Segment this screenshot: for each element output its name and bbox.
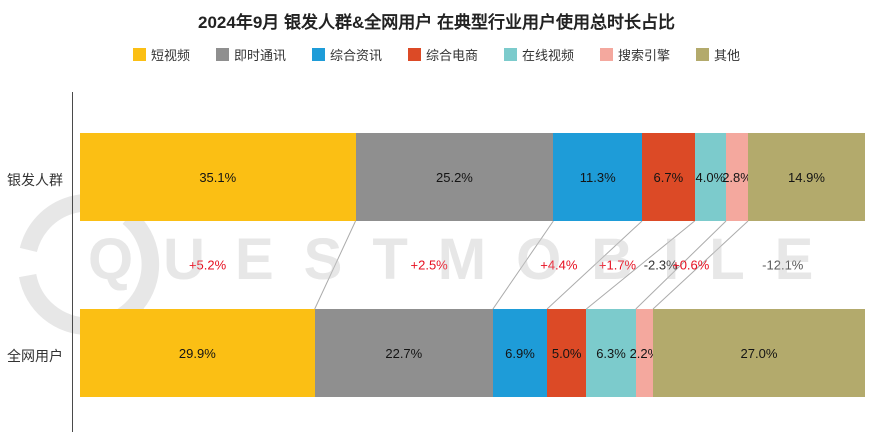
legend-swatch <box>600 48 614 61</box>
connector-line <box>636 221 726 309</box>
legend-swatch <box>504 48 517 61</box>
legend-swatch <box>696 48 710 61</box>
segment-搜索引擎: 2.8% <box>722 133 752 221</box>
segment-value: 2.2% <box>629 345 660 361</box>
legend-swatch <box>311 48 325 61</box>
legend-item-6: 其他 <box>696 45 740 64</box>
diff-label-2: +4.4% <box>540 257 578 273</box>
legend: 短视频 即时通讯 综合资讯 综合电商 在线视频 搜索引擎 其他 <box>0 45 873 64</box>
legend-item-2: 综合资讯 <box>311 45 382 64</box>
diff-label-0: +5.2% <box>188 257 227 273</box>
segment-value: 6.9% <box>505 345 535 361</box>
legend-swatch <box>215 48 229 61</box>
legend-item-5: 搜索引擎 <box>600 45 670 64</box>
diff-label-3: +1.7% <box>598 257 637 273</box>
segment-在线视频: 6.3% <box>586 309 636 397</box>
watermark-text: QUESTMOBILE <box>88 227 844 292</box>
legend-item-1: 即时通讯 <box>215 45 286 64</box>
diff-label-5: +0.6% <box>672 257 710 273</box>
row-label-silver-group: 银发人群 <box>7 172 63 188</box>
segment-value: 5.0% <box>551 345 582 361</box>
legend-item-0: 短视频 <box>132 45 190 64</box>
segment-在线视频: 4.0% <box>694 133 727 221</box>
segment-value: 2.8% <box>722 169 752 185</box>
legend-item-3: 综合电商 <box>407 45 478 64</box>
bar-silver-group: 35.1% 25.2% 11.3% 6.7% 4.0% 2.8% 14.9% <box>80 133 865 221</box>
segment-综合资讯: 11.3% <box>553 133 643 221</box>
segment-value: 11.3% <box>579 169 616 185</box>
legend-label: 在线视频 <box>522 48 575 63</box>
connector-line <box>547 221 642 309</box>
connector-line <box>315 221 356 309</box>
segment-综合电商: 6.7% <box>642 133 695 221</box>
legend-label: 综合电商 <box>425 48 478 63</box>
diff-area: +5.2% +2.5% +4.4% +1.7% -2.3% +0.6% -12.1% <box>80 221 865 309</box>
legend-label: 短视频 <box>150 48 190 63</box>
legend-label: 即时通讯 <box>233 48 286 63</box>
bar-all-users: 29.9% 22.7% 6.9% 5.0% 6.3% 2.2% 27.0% <box>80 309 865 397</box>
legend-label: 搜索引擎 <box>618 48 671 63</box>
legend-swatch <box>407 48 421 61</box>
legend-item-4: 在线视频 <box>504 45 574 64</box>
segment-value: 4.0% <box>695 169 726 185</box>
segment-value: 22.7% <box>385 345 423 361</box>
segment-其他: 14.9% <box>748 133 865 221</box>
diff-label-1: +2.5% <box>410 257 448 273</box>
diff-label-6: -12.1% <box>762 257 804 273</box>
segment-value: 6.7% <box>653 169 684 185</box>
connector-line <box>586 221 694 309</box>
segment-即时通讯: 22.7% <box>314 309 493 397</box>
segment-即时通讯: 25.2% <box>355 133 554 221</box>
row-label-all-users: 全网用户 <box>7 348 63 364</box>
segment-value: 35.1% <box>199 169 237 185</box>
segment-短视频: 29.9% <box>80 309 315 397</box>
segment-value: 29.9% <box>178 345 216 361</box>
legend-swatch <box>132 48 146 61</box>
segment-value: 27.0% <box>740 345 778 361</box>
segment-综合电商: 5.0% <box>547 309 587 397</box>
connector-line <box>653 221 748 309</box>
segment-短视频: 35.1% <box>80 133 356 221</box>
connector-line <box>493 221 553 309</box>
segment-其他: 27.0% <box>653 309 865 397</box>
diff-label-4: -2.3% <box>643 257 678 273</box>
segment-value: 14.9% <box>788 169 825 185</box>
connector-lines <box>80 221 865 309</box>
segment-value: 25.2% <box>436 169 473 185</box>
y-axis-line <box>72 92 73 432</box>
legend-label: 其他 <box>714 48 741 63</box>
legend-label: 综合资讯 <box>329 48 382 63</box>
segment-综合资讯: 6.9% <box>492 309 548 397</box>
segment-value: 6.3% <box>596 345 626 361</box>
segment-搜索引擎: 2.2% <box>630 309 659 397</box>
chart-title: 2024年9月 银发人群&全网用户 在典型行业用户使用总时长占比 <box>198 13 675 32</box>
